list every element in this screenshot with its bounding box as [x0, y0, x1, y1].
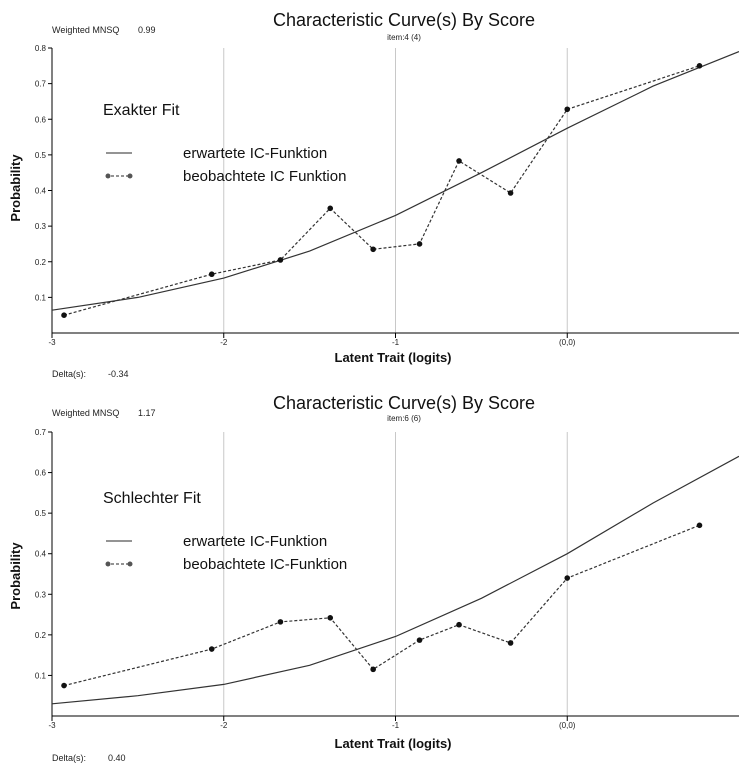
chart-title: Characteristic Curve(s) By Score: [273, 393, 535, 413]
observed-point: [564, 575, 571, 581]
legend-marker-left: [105, 561, 111, 567]
legend-label-observed: beobachtete IC Funktion: [183, 168, 346, 185]
x-tick-label: (0,0): [559, 721, 576, 730]
observed-point: [456, 158, 462, 164]
x-tick-label: -3: [48, 721, 56, 730]
legend-marker-left: [105, 173, 111, 179]
chart-panel-item-6: Weighted MNSQ 1.17 Characteristic Curve(…: [0, 384, 739, 765]
x-tick-label: -2: [220, 338, 228, 347]
observed-point: [456, 621, 462, 628]
x-tick-label: -1: [392, 721, 400, 730]
observed-point: [507, 190, 514, 196]
y-tick-label: 0.6: [35, 469, 47, 478]
y-tick-label: 0.5: [35, 151, 47, 160]
fit-annotation: Schlechter Fit: [103, 490, 201, 507]
expected-curve-line: [51, 51, 739, 311]
observed-point: [61, 312, 67, 318]
weighted-mnsq-value: 1.17: [138, 408, 156, 418]
delta-value: 0.40: [108, 753, 126, 763]
characteristic-curve-chart-1: Weighted MNSQ 0.99 Characteristic Curve(…: [8, 10, 739, 379]
plot-area: -3 -2 -1 (0,0) 0.1 0.2 0.3 0.4 0.5 0.6 0.7: [35, 428, 739, 730]
characteristic-curve-chart-2: Weighted MNSQ 1.17 Characteristic Curve(…: [8, 393, 739, 763]
observed-point: [277, 619, 284, 625]
y-axis-label: Probability: [8, 154, 23, 222]
chart-subtitle: item:4 (4): [387, 33, 421, 42]
legend: erwartete IC-Funktion beobachtete IC Fun…: [105, 145, 346, 185]
x-axis-label: Latent Trait (logits): [335, 736, 452, 751]
y-tick-label: 0.7: [35, 428, 47, 437]
observed-point: [61, 682, 67, 689]
y-tick-label: 0.2: [35, 258, 47, 267]
y-tick-label: 0.1: [35, 293, 47, 302]
observed-curve-line: [63, 524, 700, 687]
y-tick-label: 0.8: [35, 44, 47, 53]
observed-point: [696, 522, 703, 529]
observed-point: [370, 246, 376, 253]
delta-value: -0.34: [108, 369, 129, 379]
legend-label-expected: erwartete IC-Funktion: [183, 533, 327, 550]
observed-curve-line: [63, 65, 700, 316]
y-tick-label: 0.7: [35, 80, 47, 89]
x-tick-label: (0,0): [559, 338, 576, 347]
plot-area: -3 -2 -1 (0,0) 0.1 0.2 0.3 0.4 0.5 0.6 0.7 0.8: [35, 44, 739, 347]
legend-label-observed: beobachtete IC-Funktion: [183, 556, 347, 573]
x-tick-label: -3: [48, 338, 56, 347]
x-tick-label: -1: [392, 338, 400, 347]
y-tick-label: 0.3: [35, 222, 47, 231]
fit-annotation: Exakter Fit: [103, 102, 180, 119]
legend-label-expected: erwartete IC-Funktion: [183, 145, 327, 162]
delta-label: Delta(s):: [52, 753, 86, 763]
observed-point: [507, 640, 514, 646]
y-axis-label: Probability: [8, 542, 23, 610]
observed-point: [416, 241, 423, 247]
chart-title: Characteristic Curve(s) By Score: [273, 10, 535, 30]
y-tick-label: 0.1: [35, 671, 47, 680]
x-axis-label: Latent Trait (logits): [335, 350, 452, 365]
observed-point: [208, 646, 215, 652]
observed-point: [327, 615, 334, 621]
y-tick-label: 0.6: [35, 115, 47, 124]
weighted-mnsq-label: Weighted MNSQ: [52, 408, 119, 418]
chart-panel-item-4: Weighted MNSQ 0.99 Characteristic Curve(…: [0, 0, 739, 381]
observed-point: [696, 63, 703, 69]
chart-subtitle: item:6 (6): [387, 414, 421, 423]
expected-curve-line: [51, 455, 739, 705]
legend-marker-right: [127, 173, 133, 179]
y-tick-label: 0.5: [35, 509, 47, 518]
observed-point: [208, 271, 215, 278]
observed-point: [370, 666, 376, 673]
delta-label: Delta(s):: [52, 369, 86, 379]
observed-point: [416, 637, 423, 643]
observed-point: [277, 257, 284, 263]
y-tick-label: 0.4: [35, 550, 47, 559]
observed-point: [327, 205, 334, 212]
y-tick-label: 0.4: [35, 187, 47, 196]
weighted-mnsq-label: Weighted MNSQ: [52, 25, 119, 35]
observed-point: [564, 106, 571, 113]
y-tick-label: 0.3: [35, 590, 47, 599]
x-tick-label: -2: [220, 721, 228, 730]
legend: erwartete IC-Funktion beobachtete IC-Fun…: [105, 533, 347, 573]
legend-marker-right: [127, 561, 133, 567]
weighted-mnsq-value: 0.99: [138, 25, 156, 35]
y-tick-label: 0.2: [35, 631, 47, 640]
